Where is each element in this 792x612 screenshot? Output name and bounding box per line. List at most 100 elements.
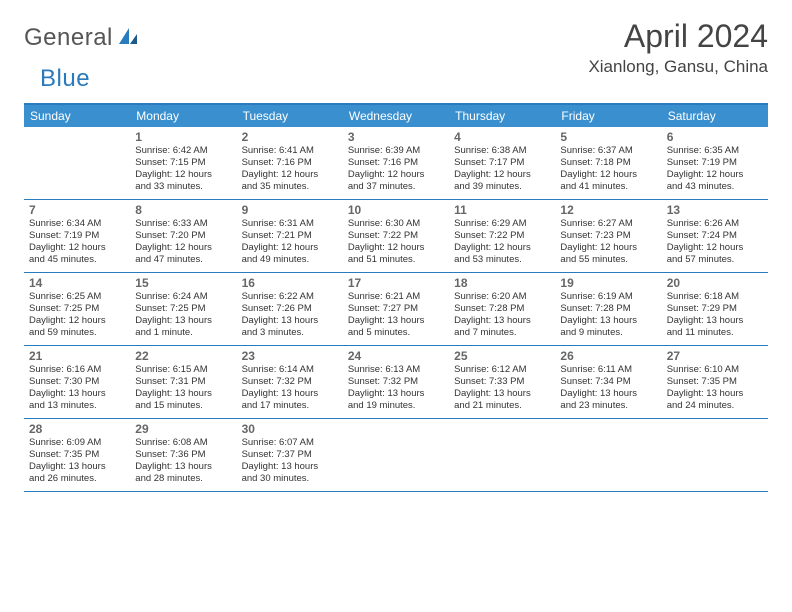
day-number: 21 xyxy=(29,349,125,363)
day-cell: 4Sunrise: 6:38 AMSunset: 7:17 PMDaylight… xyxy=(449,127,555,199)
day-info-line: Sunset: 7:27 PM xyxy=(348,303,444,315)
day-info-line: Sunset: 7:21 PM xyxy=(242,230,338,242)
dayname-sun: Sunday xyxy=(24,105,130,127)
day-info-line: Sunrise: 6:25 AM xyxy=(29,291,125,303)
day-number: 4 xyxy=(454,130,550,144)
day-info-line: Sunrise: 6:27 AM xyxy=(560,218,656,230)
day-info-line: and 1 minute. xyxy=(135,327,231,339)
day-cell: 2Sunrise: 6:41 AMSunset: 7:16 PMDaylight… xyxy=(237,127,343,199)
day-cell: 7Sunrise: 6:34 AMSunset: 7:19 PMDaylight… xyxy=(24,200,130,272)
dayname-sat: Saturday xyxy=(662,105,768,127)
day-cell: 12Sunrise: 6:27 AMSunset: 7:23 PMDayligh… xyxy=(555,200,661,272)
day-info-line: Daylight: 13 hours xyxy=(135,315,231,327)
day-number: 26 xyxy=(560,349,656,363)
logo-sail-icon xyxy=(117,26,139,51)
day-cell: 18Sunrise: 6:20 AMSunset: 7:28 PMDayligh… xyxy=(449,273,555,345)
day-info-line: Sunset: 7:23 PM xyxy=(560,230,656,242)
logo-text-blue: Blue xyxy=(40,65,90,93)
logo-text-general: General xyxy=(24,24,113,52)
day-info-line: and 3 minutes. xyxy=(242,327,338,339)
day-cell: 28Sunrise: 6:09 AMSunset: 7:35 PMDayligh… xyxy=(24,419,130,491)
day-info-line: Sunrise: 6:07 AM xyxy=(242,437,338,449)
day-cell: 13Sunrise: 6:26 AMSunset: 7:24 PMDayligh… xyxy=(662,200,768,272)
day-info-line: Sunrise: 6:30 AM xyxy=(348,218,444,230)
day-info-line: Sunset: 7:25 PM xyxy=(135,303,231,315)
day-info-line: and 57 minutes. xyxy=(667,254,763,266)
day-info-line: Daylight: 13 hours xyxy=(454,388,550,400)
day-info-line: Daylight: 12 hours xyxy=(454,169,550,181)
day-info-line: and 53 minutes. xyxy=(454,254,550,266)
day-info-line: Daylight: 12 hours xyxy=(667,169,763,181)
day-number: 29 xyxy=(135,422,231,436)
day-number: 28 xyxy=(29,422,125,436)
day-info-line: Sunrise: 6:29 AM xyxy=(454,218,550,230)
day-info-line: Sunrise: 6:09 AM xyxy=(29,437,125,449)
day-info-line: and 43 minutes. xyxy=(667,181,763,193)
day-number: 9 xyxy=(242,203,338,217)
day-number: 30 xyxy=(242,422,338,436)
day-cell: 29Sunrise: 6:08 AMSunset: 7:36 PMDayligh… xyxy=(130,419,236,491)
day-number: 6 xyxy=(667,130,763,144)
day-info-line: Daylight: 12 hours xyxy=(667,242,763,254)
day-info-line: Sunrise: 6:42 AM xyxy=(135,145,231,157)
week-row: 28Sunrise: 6:09 AMSunset: 7:35 PMDayligh… xyxy=(24,419,768,492)
day-info-line: Daylight: 13 hours xyxy=(667,388,763,400)
day-info-line: Daylight: 12 hours xyxy=(135,169,231,181)
week-row: 7Sunrise: 6:34 AMSunset: 7:19 PMDaylight… xyxy=(24,200,768,273)
day-info-line: Sunrise: 6:37 AM xyxy=(560,145,656,157)
day-info-line: Sunset: 7:22 PM xyxy=(348,230,444,242)
week-row: 1Sunrise: 6:42 AMSunset: 7:15 PMDaylight… xyxy=(24,127,768,200)
day-info-line: Daylight: 13 hours xyxy=(560,388,656,400)
day-number: 13 xyxy=(667,203,763,217)
day-info-line: and 59 minutes. xyxy=(29,327,125,339)
day-info-line: Sunset: 7:22 PM xyxy=(454,230,550,242)
title-block: April 2024 Xianlong, Gansu, China xyxy=(588,18,768,77)
day-number: 7 xyxy=(29,203,125,217)
day-info-line: and 13 minutes. xyxy=(29,400,125,412)
day-number: 15 xyxy=(135,276,231,290)
day-info-line: and 28 minutes. xyxy=(135,473,231,485)
day-info-line: and 17 minutes. xyxy=(242,400,338,412)
location: Xianlong, Gansu, China xyxy=(588,57,768,77)
day-cell: 3Sunrise: 6:39 AMSunset: 7:16 PMDaylight… xyxy=(343,127,449,199)
day-info-line: Sunrise: 6:19 AM xyxy=(560,291,656,303)
dayname-mon: Monday xyxy=(130,105,236,127)
day-number: 27 xyxy=(667,349,763,363)
day-info-line: and 47 minutes. xyxy=(135,254,231,266)
day-info-line: Sunset: 7:35 PM xyxy=(667,376,763,388)
day-cell: 11Sunrise: 6:29 AMSunset: 7:22 PMDayligh… xyxy=(449,200,555,272)
day-info-line: Sunset: 7:17 PM xyxy=(454,157,550,169)
day-cell: 5Sunrise: 6:37 AMSunset: 7:18 PMDaylight… xyxy=(555,127,661,199)
day-info-line: Sunrise: 6:12 AM xyxy=(454,364,550,376)
day-info-line: and 41 minutes. xyxy=(560,181,656,193)
day-cell: 1Sunrise: 6:42 AMSunset: 7:15 PMDaylight… xyxy=(130,127,236,199)
day-cell: 25Sunrise: 6:12 AMSunset: 7:33 PMDayligh… xyxy=(449,346,555,418)
day-info-line: Sunset: 7:30 PM xyxy=(29,376,125,388)
day-number: 3 xyxy=(348,130,444,144)
weeks-container: 1Sunrise: 6:42 AMSunset: 7:15 PMDaylight… xyxy=(24,127,768,492)
calendar: Sunday Monday Tuesday Wednesday Thursday… xyxy=(24,103,768,492)
day-info-line: and 11 minutes. xyxy=(667,327,763,339)
day-info-line: and 5 minutes. xyxy=(348,327,444,339)
day-info-line: and 24 minutes. xyxy=(667,400,763,412)
day-info-line: Daylight: 13 hours xyxy=(29,461,125,473)
day-cell: 8Sunrise: 6:33 AMSunset: 7:20 PMDaylight… xyxy=(130,200,236,272)
dayname-thu: Thursday xyxy=(449,105,555,127)
day-info-line: Daylight: 13 hours xyxy=(242,388,338,400)
day-info-line: Sunrise: 6:33 AM xyxy=(135,218,231,230)
day-info-line: Sunset: 7:33 PM xyxy=(454,376,550,388)
day-info-line: Sunset: 7:16 PM xyxy=(348,157,444,169)
day-info-line: Sunset: 7:34 PM xyxy=(560,376,656,388)
day-info-line: Sunrise: 6:15 AM xyxy=(135,364,231,376)
day-info-line: Sunrise: 6:41 AM xyxy=(242,145,338,157)
day-cell: 27Sunrise: 6:10 AMSunset: 7:35 PMDayligh… xyxy=(662,346,768,418)
day-cell: 6Sunrise: 6:35 AMSunset: 7:19 PMDaylight… xyxy=(662,127,768,199)
day-info-line: and 21 minutes. xyxy=(454,400,550,412)
dayname-tue: Tuesday xyxy=(237,105,343,127)
day-cell: 20Sunrise: 6:18 AMSunset: 7:29 PMDayligh… xyxy=(662,273,768,345)
day-number: 5 xyxy=(560,130,656,144)
day-info-line: Daylight: 12 hours xyxy=(454,242,550,254)
day-cell: 26Sunrise: 6:11 AMSunset: 7:34 PMDayligh… xyxy=(555,346,661,418)
dayname-fri: Friday xyxy=(555,105,661,127)
day-number: 12 xyxy=(560,203,656,217)
